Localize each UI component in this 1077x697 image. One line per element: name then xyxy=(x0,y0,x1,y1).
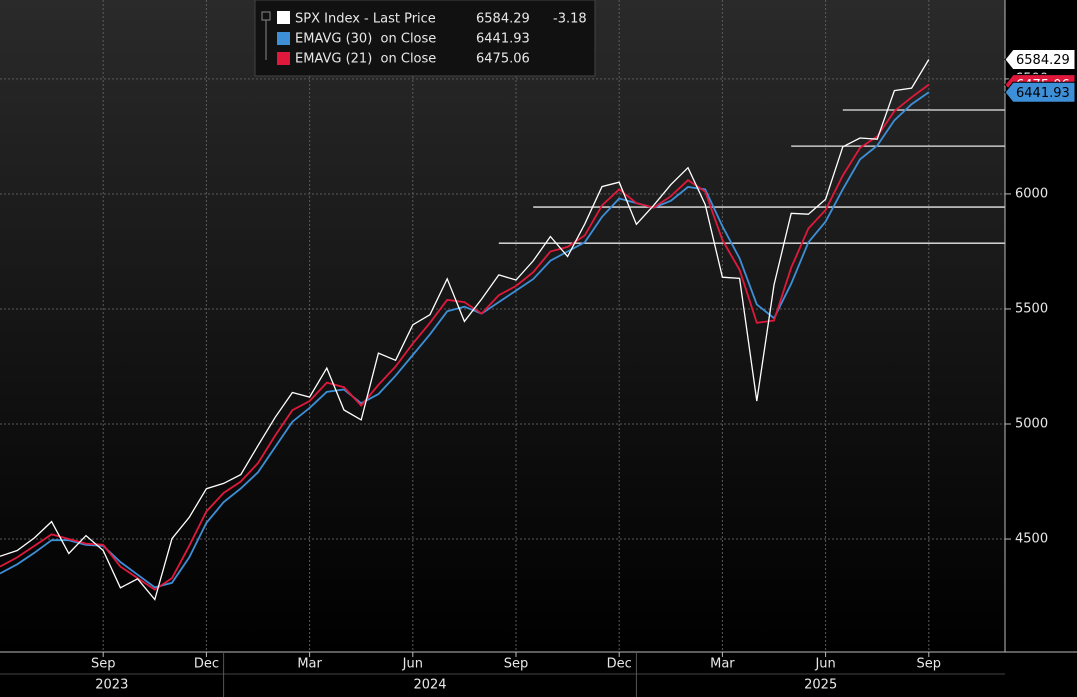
x-tick-label: Sep xyxy=(917,657,942,672)
year-label: 2024 xyxy=(413,678,446,693)
price-tag-label: 6584.29 xyxy=(1016,53,1070,68)
x-tick-label: Sep xyxy=(91,657,116,672)
legend-value: 6584.29 xyxy=(476,12,530,27)
legend: SPX Index - Last Price 6584.29 -3.18 EMA… xyxy=(254,0,596,77)
y-tick-label: 6000 xyxy=(1015,186,1048,201)
legend-box xyxy=(254,0,596,77)
price-tag xyxy=(1004,49,1076,71)
y-tick-label: 5000 xyxy=(1015,417,1048,432)
legend-swatch xyxy=(277,11,290,24)
price-tag xyxy=(1004,81,1076,103)
x-tick-label: Sep xyxy=(504,657,529,672)
price-tag-label: 6441.93 xyxy=(1016,86,1070,101)
legend-label: EMAVG (30) on Close xyxy=(295,32,436,47)
y-tick-label: 4500 xyxy=(1015,532,1048,547)
legend-value: 6441.93 xyxy=(476,32,530,47)
legend-swatch xyxy=(277,32,290,45)
series-line xyxy=(0,83,930,591)
x-tick-label: Jun xyxy=(814,657,835,672)
legend-label: EMAVG (21) on Close xyxy=(295,52,436,67)
legend-value: 6475.06 xyxy=(476,52,530,67)
year-label: 2025 xyxy=(804,678,837,693)
plot-layer xyxy=(0,0,1005,652)
plot-background xyxy=(0,0,1005,652)
year-label: 2023 xyxy=(95,678,128,693)
legend-label: SPX Index - Last Price xyxy=(295,12,436,27)
series-line xyxy=(0,59,930,601)
x-tick-label: Mar xyxy=(710,657,735,672)
x-tick-label: Dec xyxy=(607,657,632,672)
y-tick-label: 5500 xyxy=(1015,301,1048,316)
x-tick-label: Jun xyxy=(402,657,423,672)
x-tick-label: Dec xyxy=(194,657,219,672)
legend-change: -3.18 xyxy=(553,12,587,27)
x-tick-label: Mar xyxy=(297,657,322,672)
legend-swatch xyxy=(277,52,290,65)
